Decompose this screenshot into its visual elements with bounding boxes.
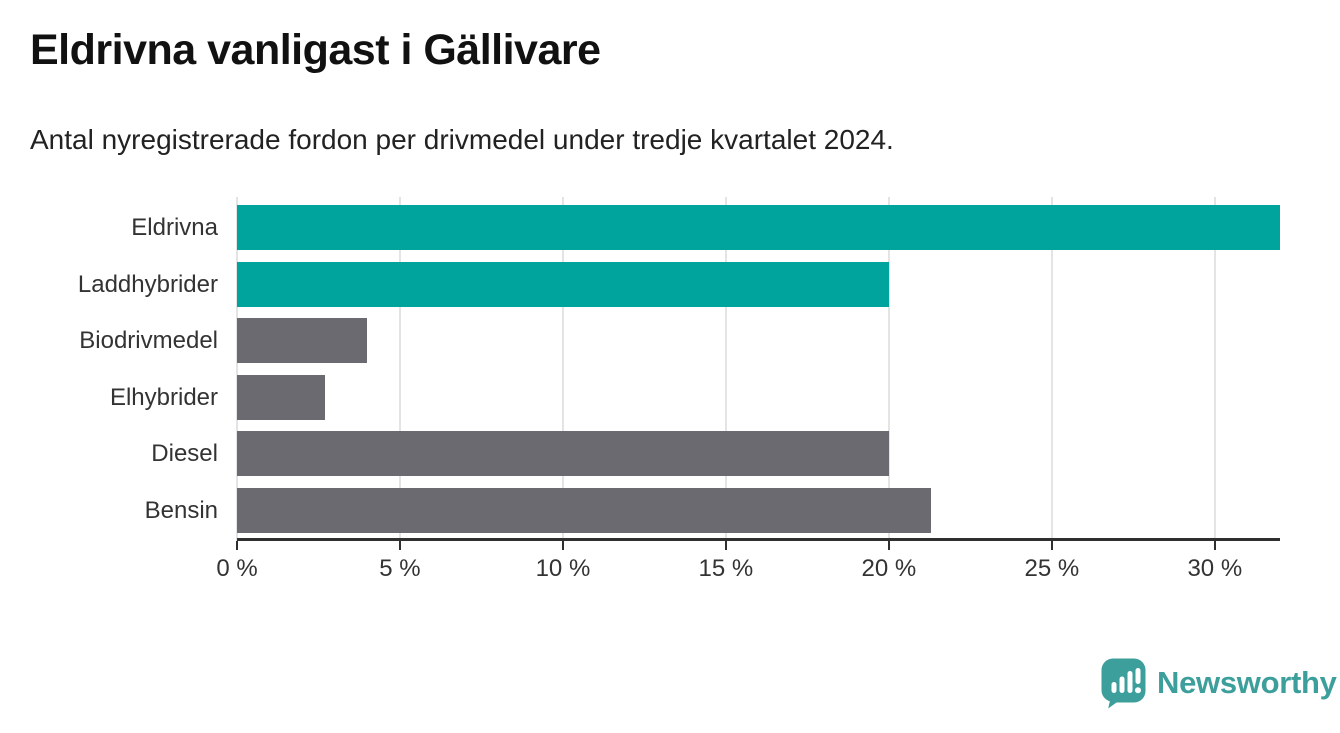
x-axis-tick-label: 20 % — [861, 555, 917, 582]
x-axis-tick-label: 30 % — [1187, 555, 1243, 582]
gridline — [887, 197, 890, 541]
category-label-eldrivna: Eldrivna — [131, 214, 218, 241]
x-axis-tick-label: 15 % — [698, 555, 754, 582]
bar-chart-plot-area: 0 % 5 % 10 % 15 % 20 % 25 % 30 % — [216, 197, 1280, 582]
bar-elhybrider — [237, 374, 325, 420]
x-axis-tick-label: 25 % — [1024, 555, 1080, 582]
category-label-elhybrider: Elhybrider — [109, 383, 218, 411]
x-axis-tick-label: 5 % — [379, 555, 421, 582]
gridline — [236, 197, 238, 541]
x-axis-tick-label: 10 % — [535, 555, 591, 582]
bar-eldrivna — [237, 205, 1280, 250]
category-label-laddhybrider: Laddhybrider — [77, 270, 218, 298]
chart-title: Eldrivna vanligast i Gällivare — [30, 26, 601, 74]
gridline — [1050, 197, 1053, 541]
x-axis-tick-label: 0 % — [216, 555, 258, 582]
x-axis-tick — [398, 541, 401, 550]
newsworthy-logo: Newsworthy — [1100, 657, 1337, 709]
gridline — [1213, 197, 1216, 541]
x-axis-tick — [561, 541, 564, 550]
x-axis-tick — [236, 541, 238, 550]
gridline — [561, 197, 564, 541]
category-label-bensin: Bensin — [144, 497, 218, 524]
bar-biodrivmedel — [237, 318, 368, 364]
bar-bensin — [237, 488, 932, 533]
category-label-biodrivmedel: Biodrivmedel — [79, 327, 218, 355]
category-label-diesel: Diesel — [151, 440, 218, 468]
x-axis-tick — [887, 541, 890, 550]
x-axis-tick — [1050, 541, 1053, 550]
x-axis-tick — [1213, 541, 1216, 550]
x-axis-line — [237, 538, 1280, 541]
bar-laddhybrider — [237, 261, 889, 307]
newsworthy-chart-bubble-icon — [1101, 658, 1146, 709]
x-axis-tick — [724, 541, 727, 550]
gridline — [398, 197, 401, 541]
newsworthy-wordmark: Newsworthy — [1157, 665, 1337, 700]
gridline — [724, 197, 727, 541]
chart-subtitle: Antal nyregistrerade fordon per drivmede… — [30, 124, 894, 155]
bar-diesel — [237, 431, 889, 477]
